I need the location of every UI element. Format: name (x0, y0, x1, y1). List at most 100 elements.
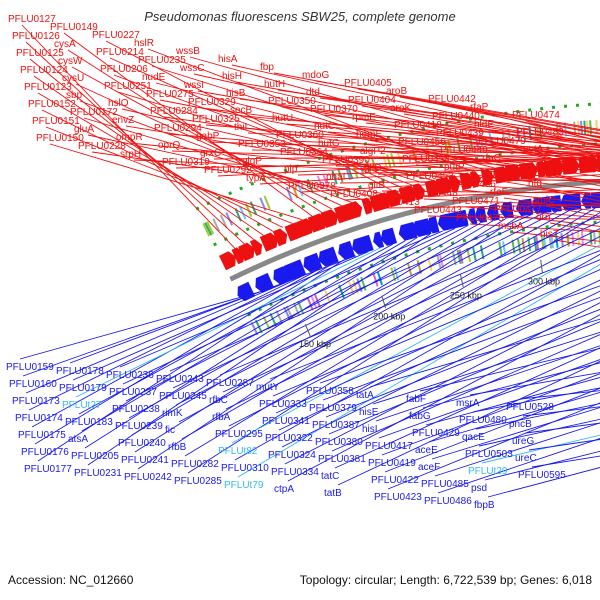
reverse-gene-label: PFLU0179 (59, 383, 107, 394)
label-connector (137, 216, 519, 470)
forward-gene-label: PFLU0439 (436, 128, 484, 139)
reverse-gene-arrow (467, 207, 478, 225)
label-connector (419, 347, 600, 392)
label-connector (369, 318, 600, 388)
reverse-gene-label: PFLU0422 (371, 475, 419, 486)
reverse-gene-label: PFLU0242 (124, 472, 172, 483)
label-connector (67, 49, 323, 213)
forward-gene-arrow (412, 183, 425, 201)
forward-gene-label: PFLU0151 (32, 116, 80, 127)
reverse-gene-label: PFLU0174 (15, 413, 63, 424)
label-connector (34, 263, 332, 445)
label-connector (437, 438, 600, 494)
label-connector (453, 155, 600, 178)
forward-gene-label: amiC (532, 195, 555, 206)
label-connector (361, 105, 600, 141)
forward-gene-label: PFLU0471 (452, 196, 500, 207)
reverse-gene-label: PFLU0285 (174, 476, 222, 487)
label-connector (181, 208, 583, 440)
label-connector (247, 132, 600, 151)
label-connector (84, 236, 418, 449)
reverse-gene-label: fabG (409, 411, 431, 422)
forward-gene-label: rfaF (490, 187, 508, 198)
functional-category-mark (306, 296, 314, 311)
forward-gene-label: PFLU0413 (372, 197, 420, 208)
reverse-gene-arrow (486, 203, 500, 221)
reverse-gene-label: PFLU0480 (459, 415, 507, 426)
forward-gene-label: PFLU0150 (36, 133, 84, 144)
reverse-gene-arrow (338, 240, 356, 260)
forward-gene-label: PFLU0350 (268, 96, 316, 107)
label-connector (49, 143, 303, 221)
reverse-gene-label: PFLU0310 (221, 463, 269, 474)
forward-gene-arrow (398, 185, 418, 204)
reverse-gene-label: PFLU0160 (9, 379, 57, 390)
forward-gene-label: PFLU0442 (428, 94, 476, 105)
position-tick-label: 200 kbp (373, 312, 405, 322)
functional-category-mark (250, 321, 259, 336)
label-connector (122, 227, 456, 385)
forward-gene-label: PFLU0453 (406, 171, 454, 182)
label-connector (37, 92, 274, 232)
reverse-gene-label: PFLU0341 (262, 416, 310, 427)
label-connector (457, 172, 600, 191)
label-connector (475, 403, 600, 430)
forward-gene-label: PFLU0418 (394, 120, 442, 131)
forward-gene-label: oprQ (158, 140, 180, 151)
label-connector (272, 259, 600, 397)
label-connector (134, 218, 506, 453)
forward-gene-label: PFLU0405 (344, 78, 392, 89)
label-connector (339, 179, 600, 184)
forward-gene-label: hisH (222, 71, 242, 82)
forward-gene-label: PFLU0479 (478, 136, 526, 147)
functional-category-mark (498, 241, 503, 256)
reverse-gene-label: PFLU0417 (365, 441, 413, 452)
label-connector (301, 174, 600, 193)
tick-mark (459, 274, 464, 288)
reverse-gene-label: PFLU0173 (12, 396, 60, 407)
label-connector (87, 134, 372, 197)
label-connector (461, 189, 600, 205)
reverse-gene-label: PFLU0322 (265, 433, 313, 444)
reverse-gene-label: PFLU0528 (506, 402, 554, 413)
functional-category-mark (550, 234, 555, 249)
forward-gene-label: aroK (390, 103, 411, 114)
functional-category-mark (577, 121, 581, 136)
reverse-gene-label: PFLU0243 (156, 374, 204, 385)
functional-category-mark (372, 272, 379, 287)
reverse-gene-label: PFLU0159 (6, 362, 54, 373)
reverse-gene-label: PFLU0282 (171, 459, 219, 470)
reverse-gene-label: PFLUt29 (468, 466, 508, 477)
forward-gene-arrow (448, 175, 461, 193)
forward-gene-label: rfaP (470, 102, 489, 113)
reverse-gene-label: psd (471, 483, 487, 494)
reverse-gene-arrow (303, 252, 323, 273)
forward-gene-label: glgP (242, 156, 262, 167)
map-title: Pseudomonas fluorescens SBW25, complete … (144, 9, 456, 24)
reverse-strand-labels: PFLU0159 PFLU0160 PFLU0173 PFLU0174 PFLU0175… (6, 362, 566, 511)
forward-gene-label: hisA (218, 54, 238, 65)
forward-gene-label: PFLU0124 (20, 65, 68, 76)
reverse-gene-label: PFLU0287 (206, 378, 254, 389)
forward-gene-label: putP (444, 162, 465, 173)
label-connector (78, 243, 394, 415)
label-connector (178, 209, 570, 423)
forward-gene-label: pip (284, 164, 298, 175)
reverse-gene-label: PFLU0380 (315, 437, 363, 448)
forward-gene-label: hisZ (540, 229, 559, 240)
label-connector (381, 190, 600, 194)
reverse-gene-label: PFLU0245 (159, 391, 207, 402)
label-connector (293, 157, 600, 161)
functional-category-mark (406, 262, 413, 277)
forward-gene-label: PFLU0443 (414, 205, 462, 216)
forward-gene-label: gltB (368, 180, 386, 191)
tick-mark (304, 323, 311, 337)
label-connector (169, 214, 532, 372)
reverse-gene-label: pncB (509, 419, 532, 430)
functional-category-mark (322, 173, 329, 188)
forward-gene-label: PFLU0123 (24, 82, 72, 93)
reverse-gene-label: PFLUt82 (218, 446, 258, 457)
forward-gene-label: parC (524, 161, 546, 172)
functional-category-mark (212, 218, 221, 232)
